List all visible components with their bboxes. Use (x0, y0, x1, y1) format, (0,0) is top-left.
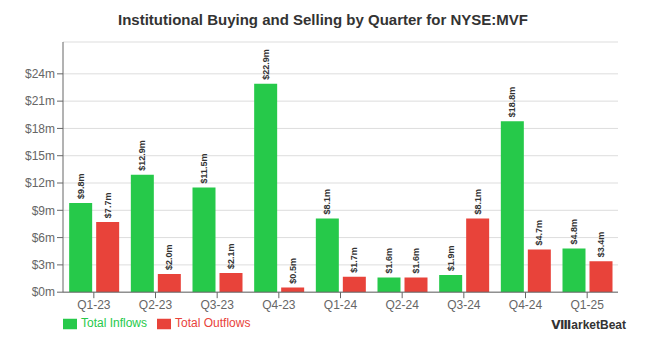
svg-text:Q1-24: Q1-24 (324, 298, 358, 312)
svg-text:$4.7m: $4.7m (534, 220, 544, 246)
svg-text:$4.8m: $4.8m (569, 219, 579, 245)
svg-text:$3m: $3m (32, 258, 55, 272)
svg-text:$8.1m: $8.1m (473, 189, 483, 215)
svg-text:Q4-23: Q4-23 (262, 298, 296, 312)
html-text:Institutional Buying and Selli: Institutional Buying and Selling by Quar… (118, 11, 528, 28)
svg-text:$12.9m: $12.9m (137, 140, 147, 171)
svg-text:$0m: $0m (32, 285, 55, 299)
svg-text:Q1-23: Q1-23 (77, 298, 111, 312)
html-text:Total Outflows: Total Outflows (175, 316, 251, 331)
svg-text:Q3-23: Q3-23 (200, 298, 234, 312)
svg-text:$24m: $24m (25, 67, 55, 81)
svg-text:$18m: $18m (25, 122, 55, 136)
svg-text:$1.9m: $1.9m (446, 245, 456, 271)
svg-text:$1.7m: $1.7m (349, 247, 359, 273)
svg-text:Q3-24: Q3-24 (447, 298, 481, 312)
svg-text:$3.4m: $3.4m (596, 232, 606, 258)
html-text:ⅧarketBeat: ⅧarketBeat (551, 318, 626, 332)
svg-text:$1.6m: $1.6m (411, 248, 421, 274)
svg-text:Q4-24: Q4-24 (509, 298, 543, 312)
html-text:Total Inflows: Total Inflows (81, 316, 147, 331)
svg-text:$21m: $21m (25, 94, 55, 108)
svg-text:$15m: $15m (25, 149, 55, 163)
svg-text:$18.8m: $18.8m (507, 87, 517, 118)
svg-text:$22.9m: $22.9m (261, 49, 271, 80)
svg-text:Q1-25: Q1-25 (570, 298, 604, 312)
svg-text:$2.0m: $2.0m (164, 244, 174, 270)
svg-text:$2.1m: $2.1m (226, 244, 236, 270)
svg-text:$9m: $9m (32, 204, 55, 218)
svg-text:$0.5m: $0.5m (288, 258, 298, 284)
svg-text:$1.6m: $1.6m (384, 248, 394, 274)
svg-text:Q2-24: Q2-24 (385, 298, 419, 312)
svg-text:$7.7m: $7.7m (103, 193, 113, 219)
svg-text:Q2-23: Q2-23 (139, 298, 173, 312)
svg-text:$11.5m: $11.5m (199, 154, 209, 184)
svg-text:$6m: $6m (32, 231, 55, 245)
svg-text:$12m: $12m (25, 176, 55, 190)
svg-text:$9.8m: $9.8m (76, 173, 86, 199)
svg-text:$8.1m: $8.1m (322, 189, 332, 215)
